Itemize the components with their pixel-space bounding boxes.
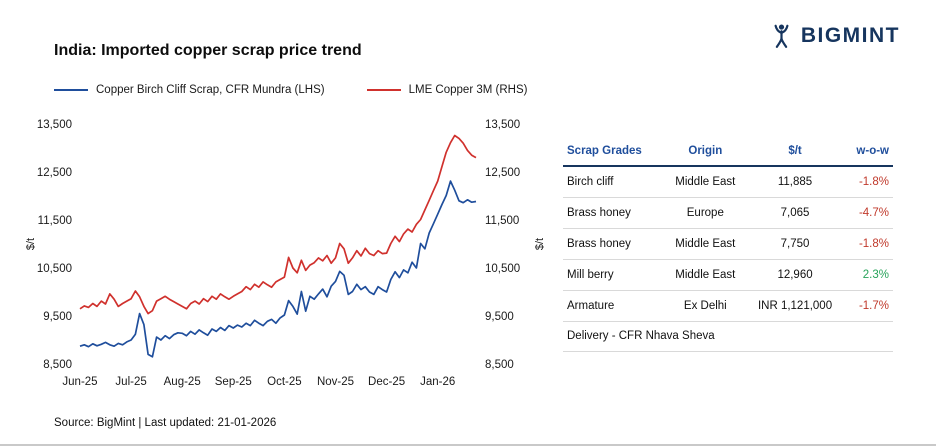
legend-label-lme-copper: LME Copper 3M (RHS)	[408, 84, 528, 96]
cell-price: 12,960	[745, 259, 845, 291]
legend-item-lme-copper: LME Copper 3M (RHS)	[366, 84, 528, 96]
col-header-wow: w-o-w	[844, 138, 893, 167]
legend-swatch-blue	[54, 88, 88, 92]
cell-origin: Middle East	[664, 228, 746, 260]
svg-text:8,500: 8,500	[43, 359, 72, 371]
cell-price: 7,065	[745, 197, 845, 229]
cell-grade: Armature	[563, 290, 665, 322]
svg-text:11,500: 11,500	[485, 215, 519, 227]
table-body: Birch cliff Middle East 11,885 -1.8% Bra…	[563, 166, 893, 322]
cell-wow: -1.7%	[844, 290, 893, 322]
svg-text:8,500: 8,500	[485, 359, 514, 371]
chart-title: India: Imported copper scrap price trend	[54, 42, 362, 59]
delivery-note: Delivery - CFR Nhava Sheva	[563, 322, 893, 352]
cell-wow: -1.8%	[844, 228, 893, 260]
bigmint-logo-icon	[774, 24, 789, 48]
svg-text:Nov-25: Nov-25	[317, 376, 354, 388]
svg-text:$/t: $/t	[534, 238, 546, 250]
svg-text:Dec-25: Dec-25	[368, 376, 405, 388]
svg-text:Jun-25: Jun-25	[62, 376, 97, 388]
svg-text:9,500: 9,500	[485, 311, 514, 323]
svg-text:Jan-26: Jan-26	[420, 376, 455, 388]
svg-text:11,500: 11,500	[38, 215, 72, 227]
col-header-scrap-grades: Scrap Grades	[563, 138, 665, 167]
chart-legend: Copper Birch Cliff Scrap, CFR Mundra (LH…	[54, 84, 527, 96]
cell-grade: Brass honey	[563, 197, 665, 229]
cell-grade: Birch cliff	[563, 166, 665, 198]
svg-text:Oct-25: Oct-25	[267, 376, 302, 388]
svg-text:10,500: 10,500	[485, 263, 520, 275]
cell-origin: Middle East	[664, 259, 746, 291]
table-row: Brass honey Middle East 7,750 -1.8%	[563, 228, 893, 260]
cell-price: INR 1,121,000	[745, 290, 845, 322]
svg-text:$/t: $/t	[25, 238, 37, 250]
col-header-origin: Origin	[664, 138, 746, 167]
col-header-price: $/t	[745, 138, 845, 167]
cell-wow: -4.7%	[844, 197, 893, 229]
scrap-price-table: Scrap Grades Origin $/t w-o-w Birch clif…	[563, 138, 893, 352]
cell-wow: 2.3%	[844, 259, 893, 291]
table-row: Mill berry Middle East 12,960 2.3%	[563, 259, 893, 291]
svg-text:13,500: 13,500	[37, 119, 72, 131]
table-row: Brass honey Europe 7,065 -4.7%	[563, 197, 893, 229]
legend-item-birch-cliff: Copper Birch Cliff Scrap, CFR Mundra (LH…	[54, 84, 325, 96]
svg-text:12,500: 12,500	[37, 167, 72, 179]
svg-text:Jul-25: Jul-25	[115, 376, 146, 388]
bigmint-logo-text: BIGMINT	[800, 23, 900, 47]
source-note: Source: BigMint | Last updated: 21-01-20…	[54, 417, 277, 429]
cell-origin: Europe	[664, 197, 746, 229]
cell-grade: Mill berry	[563, 259, 665, 291]
table-row: Birch cliff Middle East 11,885 -1.8%	[563, 166, 893, 198]
svg-text:Sep-25: Sep-25	[215, 376, 252, 388]
table-header-row: Scrap Grades Origin $/t w-o-w	[563, 138, 893, 167]
bigmint-logo: BIGMINT	[768, 22, 900, 49]
cell-origin: Ex Delhi	[664, 290, 746, 322]
table-row: Armature Ex Delhi INR 1,121,000 -1.7%	[563, 290, 893, 322]
legend-swatch-red	[366, 88, 401, 92]
svg-text:9,500: 9,500	[43, 311, 72, 323]
cell-price: 11,885	[745, 166, 845, 198]
svg-text:Aug-25: Aug-25	[164, 376, 201, 388]
cell-origin: Middle East	[664, 166, 746, 198]
svg-text:10,500: 10,500	[37, 263, 72, 275]
legend-label-birch-cliff: Copper Birch Cliff Scrap, CFR Mundra (LH…	[96, 84, 325, 96]
svg-text:12,500: 12,500	[485, 167, 520, 179]
cell-wow: -1.8%	[844, 166, 893, 198]
price-chart: 8,500 8,500 9,500 9,500 10,500 10,500 11,500 11…	[25, 119, 546, 388]
cell-grade: Brass honey	[563, 228, 665, 260]
svg-text:13,500: 13,500	[485, 119, 520, 131]
cell-price: 7,750	[745, 228, 845, 260]
